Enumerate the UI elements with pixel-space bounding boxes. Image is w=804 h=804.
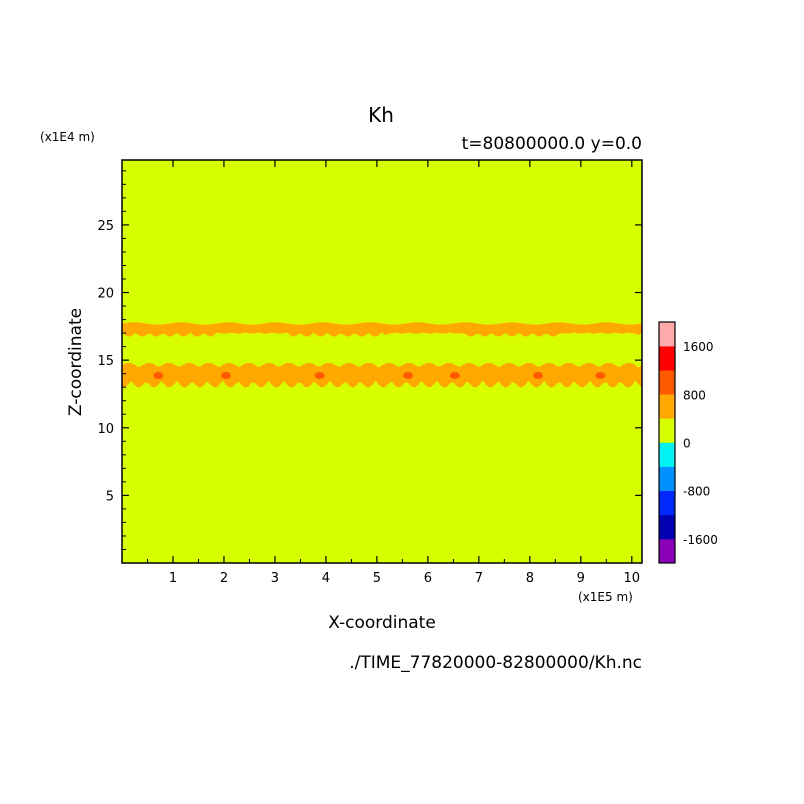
colorbar-swatch (659, 418, 675, 443)
y-tick-label: 10 (97, 422, 114, 437)
x-tick-label: 1 (169, 571, 177, 586)
contour-patch (221, 372, 231, 379)
contour-patch (153, 372, 164, 379)
colorbar-swatch (659, 514, 675, 540)
colorbar-tick-label: 800 (683, 388, 706, 402)
colorbar-swatch (659, 394, 675, 419)
colorbar-swatch (659, 538, 675, 564)
colorbar-tick-label: -1600 (683, 533, 718, 547)
x-tick-label: 2 (220, 571, 228, 586)
y-unit-label: (x1E4 m) (40, 130, 95, 144)
chart-title: Kh (368, 103, 394, 127)
plot-frame (121, 159, 643, 564)
x-tick-label: 9 (577, 571, 585, 586)
x-tick-label: 7 (475, 571, 483, 586)
colorbar-swatch (659, 370, 675, 395)
x-axis-label: X-coordinate (328, 613, 436, 633)
colorbar-swatch (659, 466, 675, 491)
colorbar-tick-label: -800 (683, 485, 710, 499)
colorbar-tick-label: 1600 (683, 340, 714, 354)
contour-band (122, 362, 642, 388)
colorbar-frame (658, 321, 676, 564)
file-label: ./TIME_77820000-82800000/Kh.nc (349, 653, 642, 673)
y-tick-label: 15 (97, 354, 114, 369)
x-tick-label: 5 (373, 571, 381, 586)
x-tick-label: 3 (271, 571, 279, 586)
contour-band (122, 322, 642, 337)
x-tick-label: 4 (322, 571, 330, 586)
colorbar: -1600 -800 0 800 1600 (658, 321, 718, 564)
colorbar-swatch (659, 346, 675, 371)
plot-area (121, 159, 643, 564)
contour-patch (595, 372, 606, 379)
chart-subtitle: t=80800000.0 y=0.0 (462, 134, 642, 154)
y-tick-label: 25 (97, 219, 114, 234)
y-tick-label: 20 (97, 287, 114, 302)
y-tick-label: 5 (106, 489, 114, 504)
colorbar-swatch (659, 322, 675, 347)
x-tick-label: 6 (424, 571, 432, 586)
y-axis-ticks: 5 10 15 20 25 (97, 170, 642, 550)
colorbar-swatch (659, 490, 675, 516)
contour-patch (449, 372, 460, 379)
x-axis-ticks: 1 2 3 4 5 6 7 8 9 10 (146, 160, 641, 586)
contour-background (122, 160, 642, 563)
x-tick-label: 10 (624, 571, 641, 586)
y-axis-label: Z-coordinate (66, 308, 86, 416)
colorbar-tick-label: 0 (683, 437, 691, 451)
contour-patch (403, 372, 413, 379)
colorbar-swatch (659, 442, 675, 467)
x-unit-label: (x1E5 m) (578, 590, 633, 604)
contour-patch (533, 372, 543, 379)
x-tick-label: 8 (526, 571, 534, 586)
contour-patch (314, 372, 325, 379)
